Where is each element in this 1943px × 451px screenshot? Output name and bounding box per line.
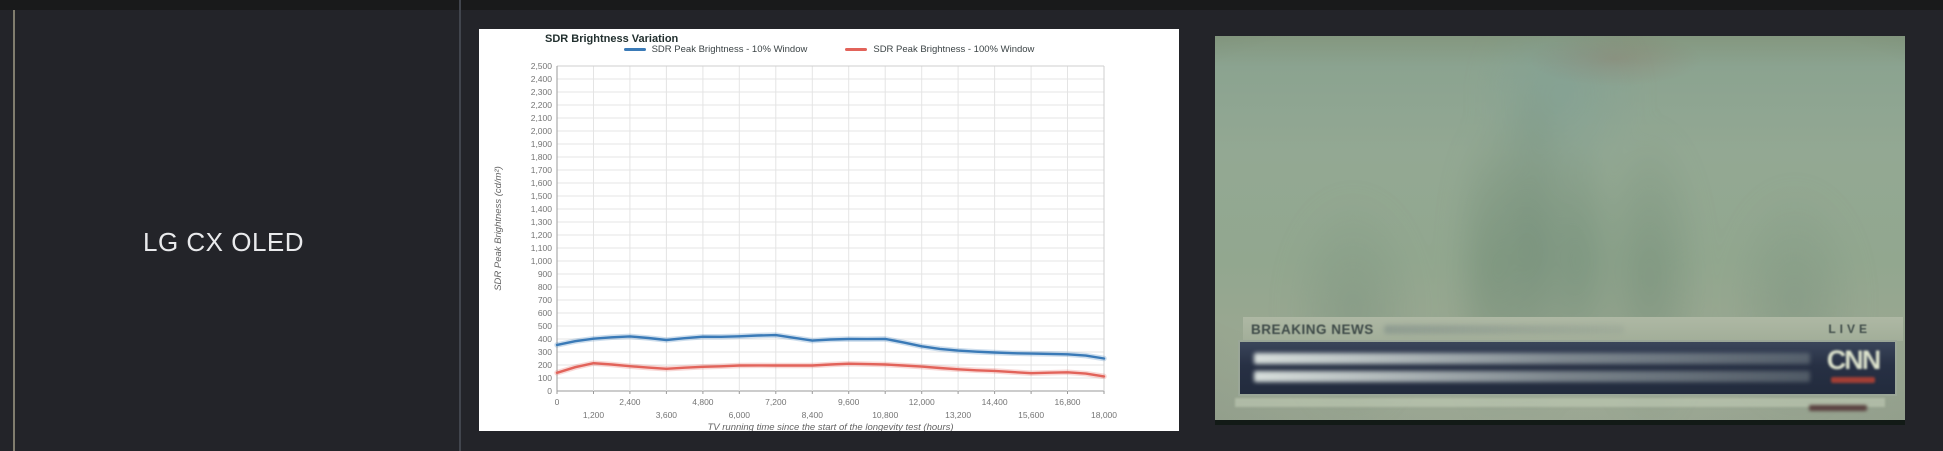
svg-text:14,400: 14,400: [982, 397, 1008, 407]
svg-text:600: 600: [538, 308, 552, 318]
photo-lower-band: [1235, 398, 1885, 407]
svg-text:7,200: 7,200: [765, 397, 787, 407]
live-badge: LIVE: [1828, 322, 1871, 336]
svg-text:400: 400: [538, 334, 552, 344]
blue-line-swatch-icon: [623, 48, 646, 51]
cnn-logo-block: CNN: [1817, 344, 1889, 392]
svg-text:13,200: 13,200: [945, 410, 971, 420]
svg-text:2,500: 2,500: [531, 61, 553, 71]
blurred-ticker-line: [1254, 353, 1810, 364]
blurred-timestamp: [1809, 405, 1867, 411]
svg-text:12,000: 12,000: [909, 397, 935, 407]
svg-text:500: 500: [538, 321, 552, 331]
svg-text:2,000: 2,000: [531, 126, 553, 136]
cnn-logo: CNN: [1826, 345, 1882, 375]
svg-text:6,000: 6,000: [729, 410, 751, 420]
svg-text:200: 200: [538, 360, 552, 370]
svg-text:2,200: 2,200: [531, 100, 553, 110]
legend-label: SDR Peak Brightness - 10% Window: [651, 44, 808, 55]
breaking-news-banner: BREAKING NEWS LIVE: [1243, 317, 1903, 341]
svg-text:700: 700: [538, 295, 552, 305]
svg-text:1,800: 1,800: [531, 152, 553, 162]
svg-text:16,800: 16,800: [1055, 397, 1081, 407]
chart-legend: SDR Peak Brightness - 10% Window SDR Pea…: [479, 44, 1179, 55]
svg-text:9,600: 9,600: [838, 397, 860, 407]
photo-bottom-edge: [1215, 420, 1905, 425]
svg-text:18,000: 18,000: [1091, 410, 1117, 420]
svg-text:900: 900: [538, 269, 552, 279]
svg-text:0: 0: [555, 397, 560, 407]
blurred-ticker-line: [1254, 371, 1810, 382]
svg-text:0: 0: [547, 386, 552, 396]
svg-text:2,300: 2,300: [531, 87, 553, 97]
svg-text:1,000: 1,000: [531, 256, 553, 266]
svg-text:2,100: 2,100: [531, 113, 553, 123]
row-top-divider: [0, 0, 1943, 10]
svg-text:1,700: 1,700: [531, 165, 553, 175]
legend-item-10pct-window: SDR Peak Brightness - 10% Window: [623, 44, 808, 55]
legend-label: SDR Peak Brightness - 100% Window: [873, 44, 1035, 55]
model-name-cell: LG CX OLED: [0, 10, 459, 451]
svg-text:2,400: 2,400: [619, 397, 641, 407]
red-line-swatch-icon: [845, 48, 868, 51]
blurred-time-text: [1831, 377, 1875, 383]
svg-text:TV running time since the star: TV running time since the start of the l…: [707, 422, 953, 431]
svg-text:300: 300: [538, 347, 552, 357]
svg-text:1,500: 1,500: [531, 191, 553, 201]
news-ticker-bar: CNN: [1240, 342, 1895, 394]
table-left-border: [13, 10, 15, 451]
svg-text:1,900: 1,900: [531, 139, 553, 149]
brightness-variation-chart-image[interactable]: SDR Brightness Variation SDR Peak Bright…: [479, 29, 1179, 431]
svg-text:8,400: 8,400: [802, 410, 824, 420]
chart-title: SDR Brightness Variation: [545, 33, 679, 45]
svg-text:1,200: 1,200: [531, 230, 553, 240]
tv-screen-photo[interactable]: BREAKING NEWS LIVE CNN: [1215, 36, 1905, 425]
svg-text:1,400: 1,400: [531, 204, 553, 214]
svg-text:10,800: 10,800: [872, 410, 898, 420]
legend-item-100pct-window: SDR Peak Brightness - 100% Window: [845, 44, 1034, 55]
svg-text:1,200: 1,200: [583, 410, 605, 420]
line-chart-plot: 0 100 200 300 400 500 600 700 800 900 1,000 1,100 1,…: [493, 61, 1117, 431]
blurred-headline-text: [1383, 324, 1624, 334]
svg-text:800: 800: [538, 282, 552, 292]
svg-text:SDR Peak Brightness (cd/m²): SDR Peak Brightness (cd/m²): [493, 166, 504, 291]
svg-text:100: 100: [538, 373, 552, 383]
breaking-news-label: BREAKING NEWS: [1251, 321, 1374, 337]
svg-text:1,100: 1,100: [531, 243, 553, 253]
svg-text:3,600: 3,600: [656, 410, 678, 420]
svg-text:1,300: 1,300: [531, 217, 553, 227]
svg-text:4,800: 4,800: [692, 397, 714, 407]
svg-text:15,600: 15,600: [1018, 410, 1044, 420]
svg-text:2,400: 2,400: [531, 74, 553, 84]
model-name: LG CX OLED: [143, 227, 305, 257]
svg-text:1,600: 1,600: [531, 178, 553, 188]
column-divider: [459, 0, 461, 451]
